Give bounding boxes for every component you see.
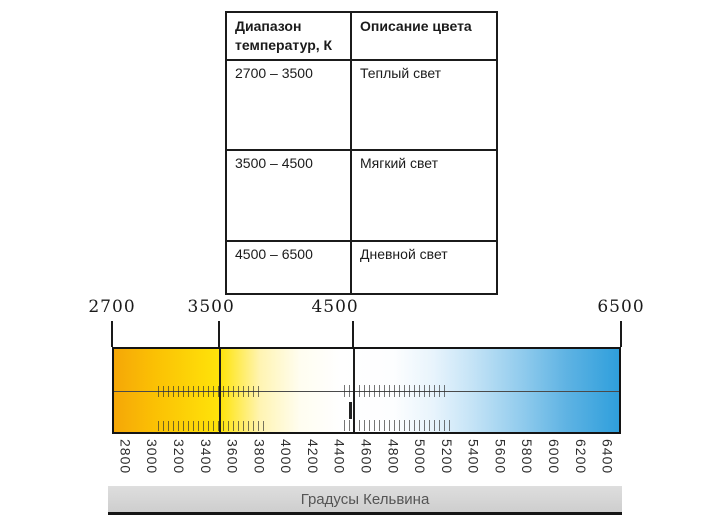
footer-label: Градусы Кельвина xyxy=(300,490,430,508)
kelvin-tick-label-6000: 6000 xyxy=(546,439,563,475)
scale-top-label-2700: 2700 xyxy=(88,297,136,317)
table-row: 2700 – 3500 Теплый свет xyxy=(225,58,498,151)
table-header-description: Описание цвета xyxy=(350,11,498,61)
kelvin-tick-label-4400: 4400 xyxy=(331,439,348,475)
range-cell: 3500 – 4500 xyxy=(225,148,352,242)
kelvin-tick-label-3600: 3600 xyxy=(224,439,241,475)
table-header-range: Диапазон температур, К xyxy=(225,11,352,61)
scale-top-labels: 2700 3500 4500 6500 xyxy=(88,297,645,347)
bold-tick-mark xyxy=(349,402,353,419)
table-header-row: Диапазон температур, К Описание цвета xyxy=(225,11,498,61)
kelvin-tick-label-5600: 5600 xyxy=(492,439,509,475)
range-divider-4500 xyxy=(353,349,356,432)
ruler-ticks xyxy=(158,386,262,397)
scale-top-label-3500: 3500 xyxy=(187,297,235,317)
kelvin-tick-label-3200: 3200 xyxy=(170,439,187,475)
kelvin-tick-label-6200: 6200 xyxy=(572,439,589,475)
description-cell: Дневной свет xyxy=(350,239,498,295)
kelvin-tick-label-3800: 3800 xyxy=(251,439,268,475)
scale-top-tick xyxy=(218,321,221,347)
kelvin-tick-label-5000: 5000 xyxy=(412,439,429,475)
kelvin-tick-label-4200: 4200 xyxy=(304,439,321,475)
kelvin-tick-label-2800: 2800 xyxy=(117,439,134,475)
kelvin-tick-label-5400: 5400 xyxy=(465,439,482,475)
kelvin-footer-bar: Градусы Кельвина xyxy=(108,486,622,515)
table-row: 3500 – 4500 Мягкий свет xyxy=(225,148,498,242)
description-cell: Теплый свет xyxy=(350,58,498,151)
kelvin-tick-label-6400: 6400 xyxy=(599,439,616,475)
range-cell: 2700 – 3500 xyxy=(225,58,352,151)
color-temperature-table: Диапазон температур, К Описание цвета 27… xyxy=(225,11,498,295)
kelvin-tick-label-4000: 4000 xyxy=(278,439,295,475)
ruler-ticks xyxy=(344,420,454,431)
kelvin-tick-label-5200: 5200 xyxy=(438,439,455,475)
ruler-ticks xyxy=(344,385,448,397)
scale-top-tick xyxy=(620,321,622,347)
scale-top-label-6500: 6500 xyxy=(597,297,645,317)
color-gradient-bar xyxy=(112,347,621,434)
kelvin-tick-label-3400: 3400 xyxy=(197,439,214,475)
range-divider-3500 xyxy=(219,349,222,432)
scale-bottom-labels: 2800 3000 3200 3400 3600 3800 4000 4200 4400 4600… xyxy=(0,439,724,485)
ruler-ticks xyxy=(158,421,268,431)
description-cell: Мягкий свет xyxy=(350,148,498,242)
scale-top-tick xyxy=(352,321,355,347)
kelvin-tick-label-5800: 5800 xyxy=(519,439,536,475)
kelvin-tick-label-4800: 4800 xyxy=(385,439,402,475)
kelvin-tick-label-3000: 3000 xyxy=(144,439,161,475)
kelvin-tick-label-4600: 4600 xyxy=(358,439,375,475)
scale-top-label-4500: 4500 xyxy=(311,297,359,317)
table-row: 4500 – 6500 Дневной свет xyxy=(225,239,498,295)
scale-top-tick xyxy=(111,321,113,347)
range-cell: 4500 – 6500 xyxy=(225,239,352,295)
